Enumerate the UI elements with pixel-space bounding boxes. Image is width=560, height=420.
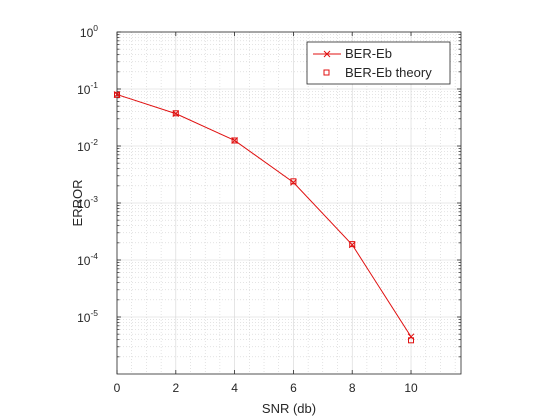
x-tick-label: 6 [290,381,297,395]
data-point-square-marker [231,137,238,144]
data-point-square-marker [349,241,356,248]
data-point-square-marker [114,91,120,98]
legend-label-ber-eb: BER-Eb [345,46,392,61]
y-tick-label: 10-2 [77,137,98,154]
y-tick-label: 10-4 [77,251,98,268]
legend-marker-x [323,50,331,58]
legend-label-ber-eb-theory: BER-Eb theory [345,65,432,80]
data-point-square-marker [290,178,297,185]
legend-box [306,41,451,85]
legend-marker-square [323,69,330,76]
x-axis-label: SNR (db) [262,401,316,416]
x-tick-label: 0 [114,381,121,395]
legend: BER-Eb BER-Eb theory [306,41,451,85]
y-tick-label: 10-1 [77,80,98,97]
data-point-square-marker [408,337,415,344]
x-tick-labels: 0 2 4 6 8 10 [114,381,418,395]
data-point-square-marker [172,110,179,117]
x-tick-label: 10 [404,381,418,395]
series-line-0 [116,94,412,338]
series-layer [113,91,415,344]
x-tick-label: 4 [231,381,238,395]
x-tick-label: 8 [349,381,356,395]
x-tick-label: 2 [172,381,179,395]
y-axis-label: ERROR [70,180,85,227]
y-tick-label: 10-5 [77,308,98,325]
y-tick-label: 100 [80,23,98,40]
